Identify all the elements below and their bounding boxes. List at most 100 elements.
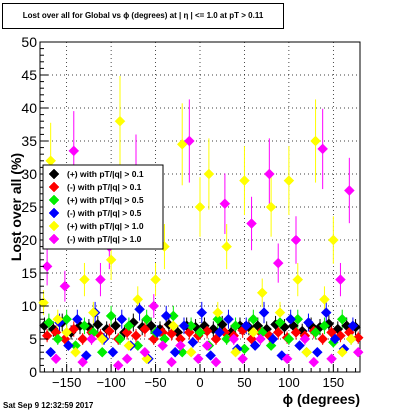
data-point <box>41 330 53 342</box>
data-point <box>178 320 190 332</box>
data-point <box>212 313 224 325</box>
data-point <box>283 333 295 345</box>
data-point <box>196 307 208 318</box>
data-point <box>283 175 295 186</box>
data-point <box>201 340 213 351</box>
data-point <box>194 327 206 338</box>
data-point <box>114 115 126 127</box>
data-point <box>274 307 286 318</box>
data-point <box>228 333 240 345</box>
y-tick-label: 30 <box>21 166 37 182</box>
data-point <box>48 233 60 245</box>
data-point <box>219 198 231 210</box>
data-point <box>166 328 177 340</box>
data-point <box>187 336 199 348</box>
data-point <box>52 313 64 325</box>
x-tick-label: −150 <box>52 375 81 390</box>
y-tick-label: 0 <box>29 364 37 380</box>
x-tick-label: 50 <box>237 375 251 390</box>
data-point <box>263 168 275 180</box>
x-tick-label: 0 <box>196 375 203 390</box>
y-tick-label: 5 <box>29 331 37 347</box>
data-point <box>290 327 302 338</box>
data-point <box>201 325 213 337</box>
y-tick-label: 10 <box>21 298 37 314</box>
data-point <box>326 353 337 365</box>
data-point <box>148 300 160 312</box>
data-point <box>45 346 57 358</box>
data-point <box>299 333 311 345</box>
legend-entry: (+) with pT/|q| > 0.5 <box>67 195 144 205</box>
data-point <box>134 303 145 315</box>
data-point <box>110 320 121 332</box>
x-tick-label: −100 <box>96 375 125 390</box>
data-point <box>96 346 108 358</box>
data-point <box>61 313 73 325</box>
x-tick-label: 150 <box>322 375 344 390</box>
data-point <box>335 274 346 285</box>
data-point <box>258 307 270 318</box>
data-point <box>175 340 186 351</box>
data-point <box>292 274 304 285</box>
data-point <box>132 294 144 305</box>
y-tick-label: 40 <box>21 100 37 116</box>
data-point <box>141 313 153 325</box>
data-point <box>267 333 279 345</box>
y-tick-label: 35 <box>21 133 37 149</box>
legend-box <box>42 164 164 250</box>
data-point <box>265 201 277 213</box>
data-point <box>139 323 151 335</box>
legend-entry: (+) with pT/|q| > 1.0 <box>67 221 144 231</box>
data-point <box>230 346 241 358</box>
data-point <box>239 343 250 355</box>
data-point <box>77 356 89 368</box>
data-point <box>70 346 81 358</box>
data-point <box>79 274 90 285</box>
data-point <box>352 332 364 344</box>
data-point <box>240 320 252 332</box>
data-point <box>127 317 139 328</box>
legend-entry: (-) with pT/|q| > 0.5 <box>67 208 142 218</box>
legend-entry: (-) with pT/|q| > 0.1 <box>67 182 142 192</box>
data-point <box>317 143 329 155</box>
data-point <box>61 327 73 338</box>
data-point <box>210 356 222 368</box>
x-tick-label: 100 <box>278 375 300 390</box>
data-point <box>221 241 233 252</box>
data-point <box>103 325 115 337</box>
data-point <box>87 307 99 318</box>
data-point <box>132 340 144 351</box>
legend: (+) with pT/|q| > 0.1 (-) with pT/|q| > 0… <box>42 164 164 250</box>
data-point <box>255 333 266 345</box>
data-point <box>48 181 60 193</box>
data-point <box>48 168 60 180</box>
data-point <box>205 350 217 361</box>
data-point <box>123 340 135 351</box>
data-point <box>336 313 348 325</box>
x-axis-title: ϕ (degrees) <box>283 391 360 407</box>
data-point <box>114 333 126 345</box>
data-point <box>50 353 62 365</box>
data-point <box>311 346 323 358</box>
data-point <box>116 313 128 325</box>
data-point <box>166 356 177 368</box>
data-point <box>183 135 195 147</box>
data-point <box>345 333 357 345</box>
data-point <box>123 320 135 332</box>
data-point <box>112 360 124 371</box>
data-point <box>139 346 151 358</box>
data-point <box>185 320 197 332</box>
chart-title: Lost over all for Global vs ϕ (degrees) … <box>2 3 284 29</box>
data-point <box>43 317 55 328</box>
y-tick-label: 50 <box>21 34 37 50</box>
data-point <box>105 254 117 266</box>
data-point <box>247 327 259 338</box>
data-point <box>160 310 172 322</box>
data-point <box>92 319 104 330</box>
data-point <box>212 307 224 318</box>
data-point <box>308 356 320 368</box>
data-point <box>130 330 142 342</box>
data-point <box>63 340 74 351</box>
data-point <box>38 297 49 309</box>
